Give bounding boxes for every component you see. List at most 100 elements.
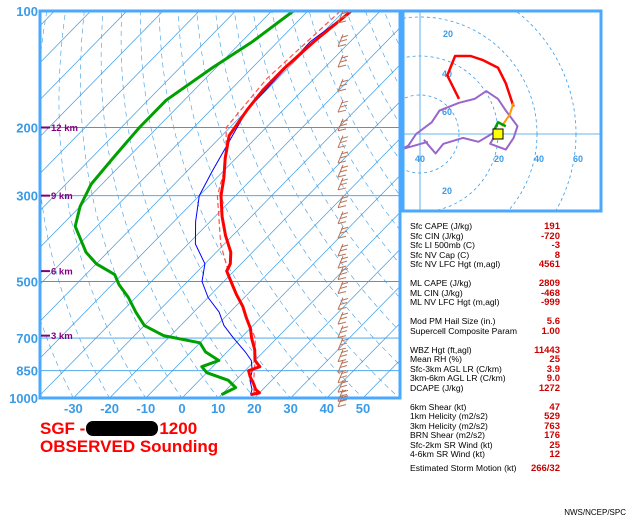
height-marker-label: 12 km (51, 123, 78, 134)
isotherm-line (40, 11, 164, 138)
wind-barb (337, 297, 349, 311)
redacted-date (86, 421, 159, 436)
param-value: -999 (540, 297, 560, 308)
wind-barb (337, 389, 349, 402)
dry-adiabat (140, 11, 292, 398)
isotherm-line (40, 11, 91, 64)
wind-barb (337, 54, 349, 68)
param-value: -720 (540, 230, 560, 242)
dry-adiabat (177, 11, 364, 398)
param-label: ML CIN (J/kg) (410, 287, 463, 298)
param-value: 47 (549, 401, 560, 413)
hodograph-ring-label: 20 (443, 29, 453, 39)
temperature-axis: -30 -20 -10 0 10 20 30 40 50 (64, 401, 370, 416)
param-row: 3km Helicity (m2/s2) 763 (410, 421, 560, 432)
dry-adiabat (40, 11, 110, 398)
param-label: Sfc CAPE (J/kg) (410, 221, 473, 231)
temperature-tick-label: 50 (356, 401, 370, 416)
param-label: Mod PM Hail Size (in.) (410, 316, 496, 326)
wind-barb (337, 311, 349, 325)
dewpoint-line (73, 11, 295, 396)
wind-barb (337, 281, 349, 294)
param-row: Sfc CAPE (J/kg) 191 (410, 221, 560, 232)
dry-adiabat (233, 11, 400, 332)
isotherm-line (109, 101, 400, 398)
param-row: Sfc NV Cap (C) 8 (410, 249, 560, 261)
param-label: DCAPE (J/kg) (410, 382, 464, 393)
temperature-tick-label: -20 (100, 401, 119, 416)
skew-t-frame (38, 9, 402, 400)
param-row: 3km-6km AGL LR (C/km) 9.0 (410, 373, 560, 384)
param-row: Sfc LI 500mb (C) -3 (410, 240, 560, 251)
isotherm-line (73, 64, 400, 398)
param-value: 9.0 (546, 373, 560, 384)
hodograph-ring-label: 20 (442, 186, 452, 196)
param-row: Sfc-3km AGL LR (C/km) 3.9 (410, 363, 560, 375)
isotherm-line (40, 27, 400, 396)
hodograph-ring-label: 60 (442, 107, 452, 117)
param-row: Mean RH (%) 25 (410, 354, 560, 365)
hodograph-ring-label: 60 (573, 154, 583, 164)
wind-barb (337, 99, 349, 113)
param-label: ML CAPE (J/kg) (410, 278, 472, 288)
param-label: Sfc CIN (J/kg) (410, 230, 464, 241)
param-value: 3.9 (546, 363, 560, 375)
skew-t-grid (40, 11, 400, 398)
wind-barb (337, 349, 349, 363)
param-row: 4-6km SR Wind (kt) 12 (410, 449, 560, 460)
temperature-tick-label: 30 (283, 401, 297, 416)
param-label: Mean RH (%) (410, 354, 463, 364)
isotherm-line (254, 248, 400, 398)
param-value: 4561 (538, 259, 560, 270)
param-value: 266/32 (530, 462, 560, 474)
wind-barb (337, 135, 349, 149)
param-value: 529 (544, 411, 560, 422)
param-label: Sfc-2km SR Wind (kt) (410, 439, 493, 450)
param-row: ML NV LFC Hgt (m,agl) -999 (410, 297, 560, 308)
dry-adiabat (120, 11, 255, 398)
sounding-time: 1200 (159, 419, 198, 438)
wind-barb (337, 195, 349, 209)
isotherm-line (290, 285, 400, 398)
sounding-subtitle: OBSERVED Sounding (40, 437, 219, 456)
station-id: SGF - (40, 419, 86, 438)
param-row: ML CAPE (J/kg) 2809 (410, 278, 560, 289)
hodograph-ring-label: 40 (534, 154, 544, 164)
wind-barb (337, 150, 349, 164)
param-label: BRN Shear (m2/s2) (410, 430, 485, 440)
param-row: Sfc-2km SR Wind (kt) 25 (410, 439, 560, 451)
skew-t-profiles (73, 11, 353, 397)
hodograph-frame (401, 9, 603, 213)
param-value: 8 (554, 249, 560, 261)
height-marker-label: 9 km (51, 191, 73, 202)
temperature-tick-label: -30 (64, 401, 83, 416)
wind-barb (337, 394, 349, 408)
temperature-tick-label: 10 (211, 401, 225, 416)
pressure-tick-label: 300 (16, 189, 38, 204)
wind-barbs (337, 10, 349, 408)
pressure-tick-label: 1000 (9, 391, 38, 406)
pressure-axis: 100 200 300 500 700 850 1000 (9, 4, 38, 406)
height-markers: 12 km 9 km 6 km 3 km (41, 123, 78, 342)
isotherm-line (40, 11, 345, 322)
param-value: 1.00 (541, 325, 561, 337)
param-label: Sfc-3km AGL LR (C/km) (410, 363, 502, 374)
wind-barb (337, 34, 349, 47)
param-row: Sfc CIN (J/kg) -720 (410, 230, 560, 242)
param-value: 1272 (538, 382, 560, 394)
wind-barb (337, 226, 349, 239)
height-marker-label: 3 km (51, 331, 73, 342)
isotherm-line (40, 11, 381, 359)
temperature-tick-label: 0 (178, 401, 185, 416)
param-row: Estimated Storm Motion (kt) 266/32 (410, 462, 560, 474)
isotherm-line (40, 11, 200, 175)
wind-barb (337, 370, 349, 384)
credit-text: NWS/NCEP/SPC (564, 508, 626, 517)
dry-adiabat (58, 11, 147, 398)
pressure-tick-label: 500 (16, 275, 38, 290)
wind-barb (337, 10, 349, 24)
parcel-line (194, 11, 352, 395)
param-value: 12 (549, 449, 560, 460)
dry-adiabat (196, 11, 400, 398)
